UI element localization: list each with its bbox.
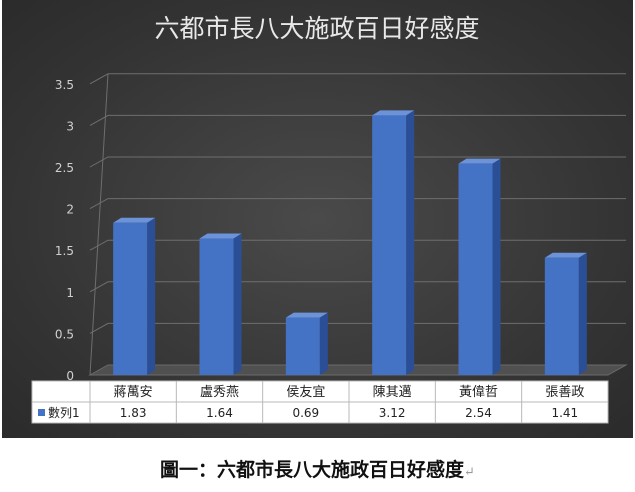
legend-series-name: 數列1 xyxy=(48,406,80,420)
caption-text: 圖一：六都市長八大施政百日好感度 xyxy=(160,459,465,481)
gridline xyxy=(89,322,626,334)
x-category-label: 張善政 xyxy=(545,384,584,400)
y-tick-label: 2.5 xyxy=(55,161,74,175)
gridline xyxy=(89,114,626,126)
y-tick-label: 0.5 xyxy=(55,327,74,341)
y-tick-label: 0 xyxy=(66,369,74,383)
bar-side xyxy=(406,110,415,375)
bar-top xyxy=(285,312,328,318)
chart-panel: 六都市長八大施政百日好感度 0 0.5 1 1.5 2 2.5 3 3.5 數列1 蔣萬安 1.83 盧… xyxy=(2,0,633,438)
bar-side xyxy=(233,233,242,375)
bar-side xyxy=(319,312,328,375)
chart: 六都市長八大施政百日好感度 0 0.5 1 1.5 2 2.5 3 3.5 數列1 蔣萬安 1.83 盧… xyxy=(31,14,628,424)
gridline xyxy=(89,156,626,168)
bar xyxy=(458,163,493,375)
bar-side xyxy=(492,158,501,375)
x-category-label: 蔣萬安 xyxy=(114,385,153,400)
data-table-value: 1.41 xyxy=(551,406,578,420)
gridline xyxy=(89,73,626,85)
y-tick-label: 1 xyxy=(66,286,74,300)
bar xyxy=(372,115,407,375)
y-tick-label: 2 xyxy=(66,203,74,217)
bar xyxy=(544,257,579,375)
x-category-label: 陳其邁 xyxy=(373,385,412,400)
gridline xyxy=(89,198,626,210)
chart-title: 六都市長八大施政百日好感度 xyxy=(154,14,479,43)
bar-top xyxy=(372,110,415,116)
gridline xyxy=(89,281,626,293)
data-table-value: 1.64 xyxy=(206,406,233,420)
data-table-value: 2.54 xyxy=(465,406,492,420)
y-tick-label: 3.5 xyxy=(55,78,74,92)
axis-wall-edge xyxy=(89,73,109,376)
x-category-label: 侯友宜 xyxy=(286,384,325,400)
y-tick-label: 3 xyxy=(66,119,74,133)
bar-top xyxy=(113,217,156,223)
bar-top xyxy=(544,252,587,258)
data-table-value: 1.83 xyxy=(120,406,147,420)
legend-swatch xyxy=(38,409,45,416)
gridline xyxy=(89,239,626,251)
bar-top xyxy=(199,233,242,239)
data-table-value: 0.69 xyxy=(292,406,319,420)
bar xyxy=(199,238,234,375)
bar-top xyxy=(458,158,501,164)
bar xyxy=(113,222,148,375)
bar-side xyxy=(578,252,587,375)
paragraph-return-icon: ↵ xyxy=(464,465,475,480)
data-table-value: 3.12 xyxy=(379,406,406,420)
x-category-label: 盧秀燕 xyxy=(200,385,239,400)
bar xyxy=(285,317,320,375)
x-category-label: 黃偉哲 xyxy=(459,385,498,400)
bar-side xyxy=(147,217,156,375)
figure-caption: 圖一：六都市長八大施政百日好感度↵ xyxy=(0,455,635,482)
y-tick-label: 1.5 xyxy=(55,244,74,258)
